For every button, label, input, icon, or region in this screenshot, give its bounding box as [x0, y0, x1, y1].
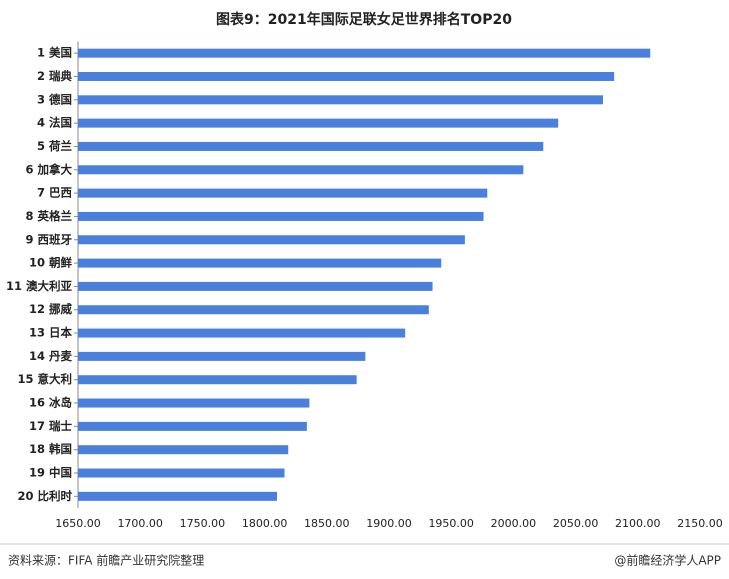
bar: [78, 118, 559, 128]
bar: [78, 48, 651, 58]
y-tick-label: 8 英格兰: [25, 209, 72, 223]
bar: [78, 328, 406, 338]
y-tick-label: 16 冰岛: [29, 396, 72, 410]
bar: [78, 71, 615, 81]
bar: [78, 141, 544, 151]
y-tick-label: 10 朝鲜: [29, 256, 73, 270]
x-tick-label: 1950.00: [428, 517, 474, 530]
chart-title: 图表9：2021年国际足联女足世界排名TOP20: [216, 11, 512, 28]
y-tick-label: 14 丹麦: [29, 349, 73, 363]
x-tick-label: 1800.00: [242, 517, 288, 530]
bar: [78, 468, 285, 478]
y-tick-label: 2 瑞典: [37, 69, 73, 83]
x-tick-label: 2100.00: [615, 517, 661, 530]
bar: [78, 421, 307, 431]
x-tick-label: 2000.00: [491, 517, 537, 530]
y-tick-label: 17 瑞士: [29, 419, 73, 433]
bar: [78, 351, 366, 361]
bar: [78, 375, 357, 385]
y-tick-label: 9 西班牙: [25, 232, 72, 246]
y-tick-label: 12 挪威: [29, 302, 73, 316]
x-tick-label: 1900.00: [366, 517, 412, 530]
x-tick-label: 2050.00: [553, 517, 599, 530]
x-tick-label: 1700.00: [117, 517, 163, 530]
x-tick-label: 2150.00: [677, 517, 723, 530]
y-tick-label: 5 荷兰: [37, 139, 73, 153]
x-tick-label: 1850.00: [304, 517, 350, 530]
bar: [78, 235, 465, 245]
x-tick-label: 1650.00: [55, 517, 101, 530]
bar: [78, 398, 310, 408]
y-tick-label: 11 澳大利亚: [6, 279, 73, 293]
y-tick-label: 7 巴西: [37, 186, 73, 200]
bar: [78, 95, 603, 105]
bar: [78, 258, 442, 268]
bar: [78, 281, 433, 291]
y-tick-label: 19 中国: [29, 466, 72, 480]
y-tick-label: 3 德国: [37, 92, 72, 106]
bar: [78, 445, 289, 455]
y-tick-label: 18 韩国: [29, 442, 72, 456]
credit: @前瞻经济学人APP: [614, 553, 721, 568]
y-tick-label: 4 法国: [37, 116, 72, 130]
y-tick-label: 20 比利时: [17, 489, 72, 503]
y-tick-label: 6 加拿大: [25, 162, 72, 176]
bar: [78, 165, 524, 175]
source: 资料来源：FIFA 前瞻产业研究院整理: [8, 553, 204, 568]
bar: [78, 211, 484, 221]
y-tick-label: 13 日本: [29, 326, 73, 340]
bar: [78, 491, 278, 501]
y-tick-label: 15 意大利: [17, 372, 72, 386]
bar: [78, 188, 488, 198]
bar: [78, 305, 429, 315]
y-tick-label: 1 美国: [37, 46, 72, 60]
x-tick-label: 1750.00: [180, 517, 226, 530]
